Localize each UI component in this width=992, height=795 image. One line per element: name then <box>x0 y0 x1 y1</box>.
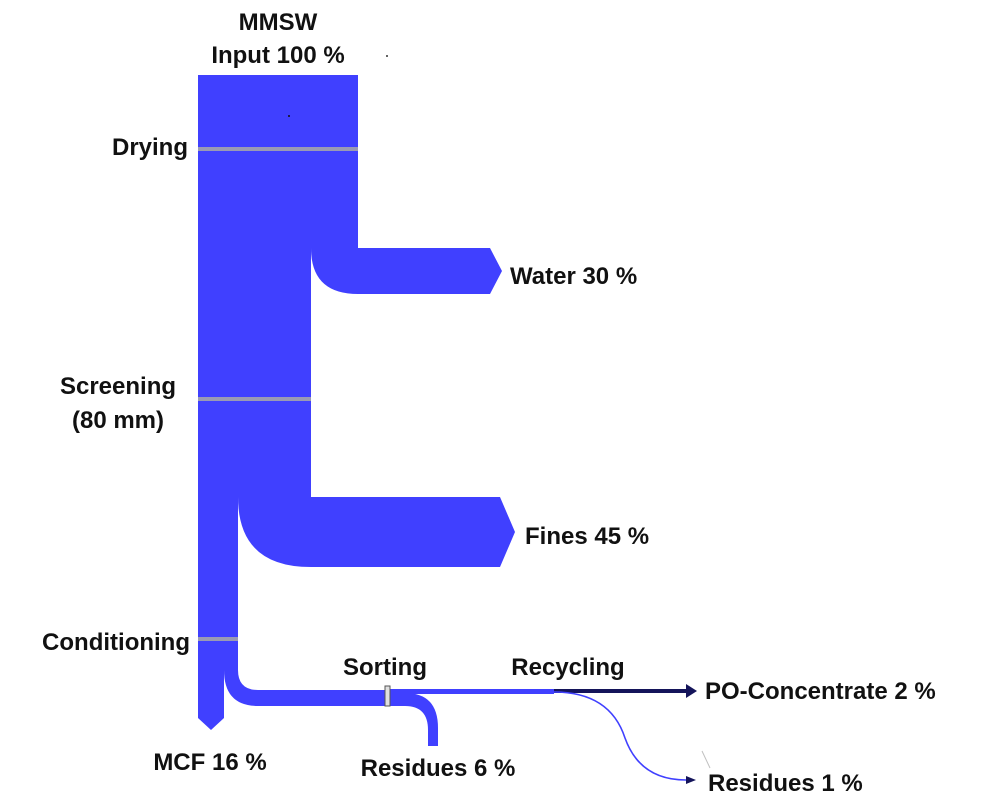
flow-drying-to-screening <box>198 150 311 400</box>
flow-screening-to-conditioning <box>198 400 238 640</box>
flow-residues-sorting <box>388 693 438 746</box>
input-label-line1: MMSW <box>239 9 318 36</box>
flow-fines <box>238 400 515 567</box>
screening-label-line1: Screening <box>60 373 176 400</box>
dot-mark <box>288 115 290 117</box>
flow-po-concentrate <box>554 689 686 693</box>
flow-residues-recycling <box>553 691 687 781</box>
separator-screening <box>198 397 311 401</box>
po-concentrate-arrowhead <box>686 684 697 698</box>
flow-water <box>311 150 502 294</box>
screening-label-line2: (80 mm) <box>72 407 164 434</box>
residues-recycling-label: Residues 1 % <box>708 770 863 795</box>
po-concentrate-label: PO-Concentrate 2 % <box>705 678 936 705</box>
conditioning-label: Conditioning <box>42 629 190 656</box>
separator-drying <box>198 147 358 151</box>
flow-mcf <box>198 640 224 730</box>
stray-mark <box>701 750 711 769</box>
recycling-label: Recycling <box>511 654 624 681</box>
residues-sorting-label: Residues 6 % <box>361 755 516 782</box>
dot-mark <box>386 55 388 57</box>
residues-recycling-arrowhead <box>686 776 696 784</box>
water-label: Water 30 % <box>510 263 637 290</box>
flow-sorting <box>224 640 388 706</box>
mcf-label: MCF 16 % <box>153 749 266 776</box>
flow-input <box>198 75 358 150</box>
fines-label: Fines 45 % <box>525 523 649 550</box>
drying-label: Drying <box>112 134 188 161</box>
flow-sorting-to-recycling <box>388 689 554 694</box>
sorting-label: Sorting <box>343 654 427 681</box>
separator-conditioning <box>198 637 238 641</box>
separator-sorting <box>384 685 391 707</box>
input-label-line2: Input 100 % <box>211 42 344 69</box>
